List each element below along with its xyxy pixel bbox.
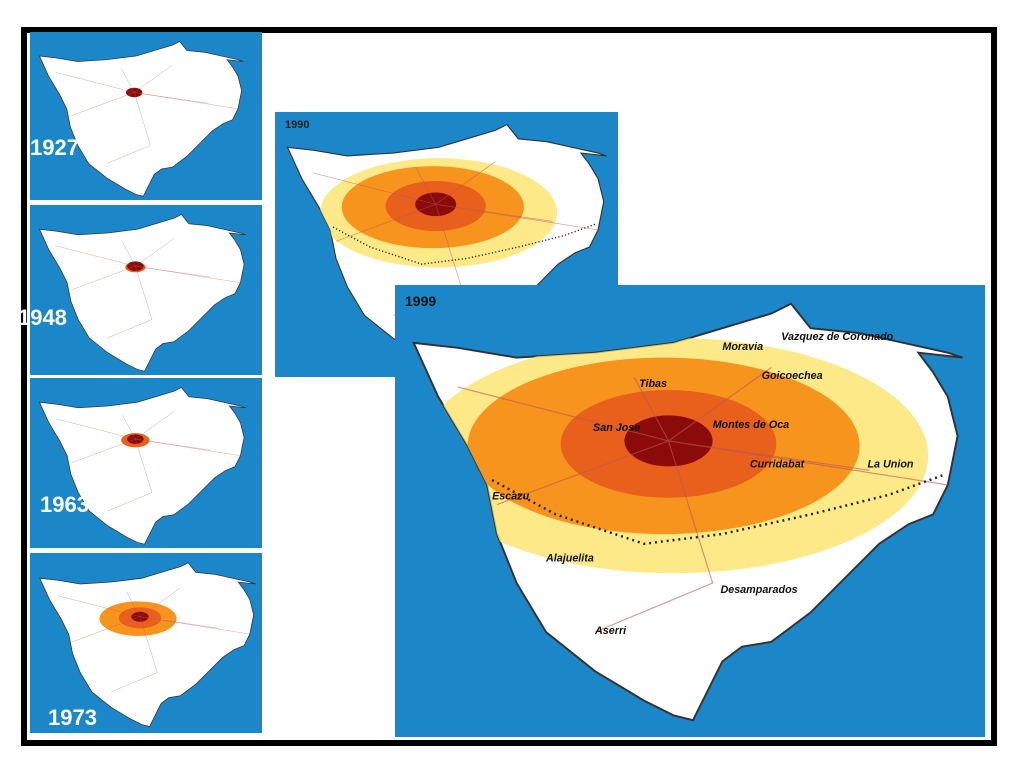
boundary bbox=[332, 223, 596, 265]
place-label: Montes de Oca bbox=[713, 419, 790, 431]
map bbox=[39, 214, 247, 372]
place-label: Desamparados bbox=[720, 584, 797, 596]
frame bbox=[21, 27, 997, 746]
place-label: Vazquez de Coronado bbox=[781, 331, 893, 343]
boundary bbox=[491, 474, 944, 546]
map: Moravia Vazquez de Coronado Tibas Goicoeche… bbox=[412, 302, 964, 722]
map-panel: Moravia Vazquez de Coronado Tibas Goicoeche… bbox=[395, 285, 985, 737]
map bbox=[39, 387, 247, 545]
place-label: Goicoechea bbox=[762, 370, 823, 382]
place-label: Escazu bbox=[492, 491, 530, 503]
map bbox=[39, 41, 244, 197]
map-panel bbox=[30, 32, 262, 200]
year-label: 1973 bbox=[48, 705, 97, 730]
year-label: 1963 bbox=[40, 492, 89, 517]
roads bbox=[457, 366, 948, 633]
place-label: Curridabat bbox=[750, 458, 805, 470]
urban-area bbox=[99, 601, 177, 636]
place-label: Alajuelita bbox=[545, 552, 594, 564]
place-label: La Union bbox=[867, 458, 913, 470]
urban-area bbox=[418, 338, 929, 574]
roads bbox=[57, 587, 250, 693]
year-label: 1990 bbox=[285, 119, 309, 131]
map-panel bbox=[30, 553, 262, 733]
year-label: 1948 bbox=[18, 305, 67, 330]
place-label: Aserri bbox=[594, 625, 627, 637]
place-label: Moravia bbox=[722, 341, 763, 353]
roads bbox=[56, 411, 241, 512]
place-label: Tibas bbox=[639, 378, 667, 390]
map bbox=[39, 562, 256, 727]
year-label: 1999 bbox=[405, 293, 436, 309]
map bbox=[286, 123, 608, 368]
roads bbox=[55, 64, 239, 164]
map-panel bbox=[30, 205, 262, 375]
year-label: 1927 bbox=[30, 135, 79, 160]
map-panel bbox=[30, 378, 262, 548]
urban-area bbox=[121, 433, 150, 448]
roads bbox=[56, 238, 241, 339]
place-label: San Jose bbox=[593, 422, 640, 434]
